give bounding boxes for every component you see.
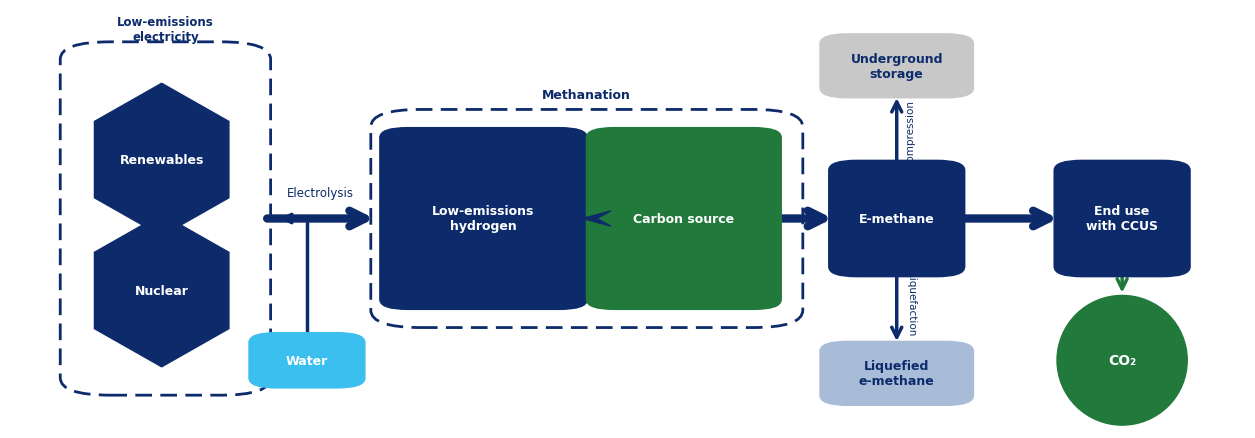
Text: Liquefaction: Liquefaction — [906, 272, 915, 336]
FancyBboxPatch shape — [1054, 161, 1190, 277]
Text: Carbon source: Carbon source — [634, 212, 734, 226]
Polygon shape — [94, 84, 228, 237]
FancyBboxPatch shape — [587, 129, 781, 309]
Text: Electrolysis: Electrolysis — [287, 187, 354, 199]
Text: Underground
storage: Underground storage — [851, 53, 943, 81]
Text: CO₂: CO₂ — [1108, 353, 1136, 367]
Text: Low-emissions
hydrogen: Low-emissions hydrogen — [432, 205, 535, 233]
Text: Compression: Compression — [906, 100, 915, 168]
Text: E-methane: E-methane — [858, 212, 935, 226]
Text: Water: Water — [286, 354, 328, 367]
Polygon shape — [562, 212, 591, 226]
Text: Low-emissions
electricity: Low-emissions electricity — [117, 16, 213, 44]
Text: Nuclear: Nuclear — [134, 284, 188, 297]
Ellipse shape — [1057, 296, 1187, 425]
Polygon shape — [94, 215, 228, 367]
FancyBboxPatch shape — [821, 35, 973, 98]
Polygon shape — [582, 212, 611, 226]
FancyBboxPatch shape — [380, 129, 587, 309]
FancyBboxPatch shape — [821, 342, 973, 405]
Text: Liquefied
e-methane: Liquefied e-methane — [858, 360, 935, 388]
FancyBboxPatch shape — [250, 333, 364, 388]
FancyBboxPatch shape — [830, 161, 964, 277]
Text: End use
with CCUS: End use with CCUS — [1086, 205, 1158, 233]
Text: Renewables: Renewables — [119, 154, 203, 167]
Text: Methanation: Methanation — [542, 88, 630, 102]
